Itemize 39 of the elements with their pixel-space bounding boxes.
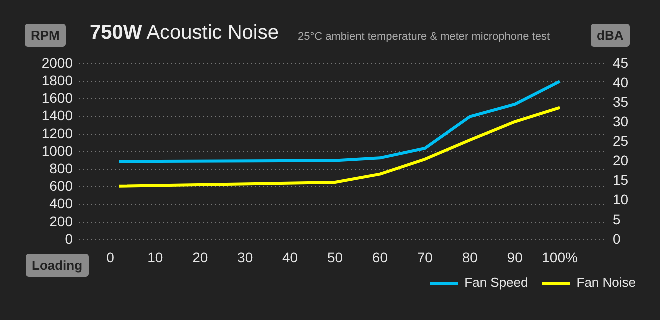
legend-label: Fan Speed [464, 275, 528, 290]
x-tick-label: 70 [417, 249, 434, 266]
y-tick-label: 1800 [42, 72, 74, 88]
y-axis-title: RPM [25, 24, 66, 47]
y2-tick-label: 35 [613, 94, 629, 110]
y-tick-label: 1600 [42, 90, 74, 106]
y-tick-label: 0 [65, 230, 74, 247]
y-tick-label: 400 [50, 196, 74, 212]
y2-tick-label: 40 [613, 74, 629, 90]
y-tick-label: 800 [50, 160, 74, 176]
x-tick-label: 90 [507, 249, 524, 266]
y2-tick-label: 30 [613, 114, 629, 130]
chart-subtitle: 25°C ambient temperature & meter microphone test [298, 31, 550, 43]
y2-tick-label: 10 [613, 192, 629, 208]
x-axis-title: Loading [26, 254, 89, 277]
x-tick-label: 40 [282, 249, 298, 266]
y-tick-label: 1000 [42, 142, 74, 159]
y2-tick-label: 5 [613, 211, 621, 228]
legend-label: Fan Noise [576, 275, 636, 290]
x-tick-label: 80 [462, 249, 478, 266]
x-tick-label: 50 [327, 249, 344, 266]
y2-tick-label: 15 [613, 172, 629, 188]
y2-tick-label: 0 [613, 230, 621, 247]
y-tick-label: 200 [50, 213, 74, 230]
y2-axis-title: dBA [591, 24, 630, 47]
x-tick-label: 30 [238, 249, 254, 266]
y2-tick-label: 45 [613, 54, 629, 71]
y-tick-label: 1400 [42, 108, 74, 124]
y-tick-label: 600 [50, 178, 74, 194]
y-tick-label: 1200 [42, 125, 74, 142]
x-tick-label: 0 [106, 249, 115, 266]
x-tick-label: 10 [148, 249, 164, 266]
x-tick-label: 60 [372, 249, 388, 266]
x-tick-label: 100% [542, 249, 578, 266]
y2-tick-label: 25 [613, 133, 629, 150]
chart-title: 750W Acoustic Noise [90, 22, 279, 45]
y-tick-label: 2000 [42, 54, 74, 71]
x-tick-label: 20 [192, 249, 208, 266]
y2-tick-label: 20 [613, 152, 629, 169]
